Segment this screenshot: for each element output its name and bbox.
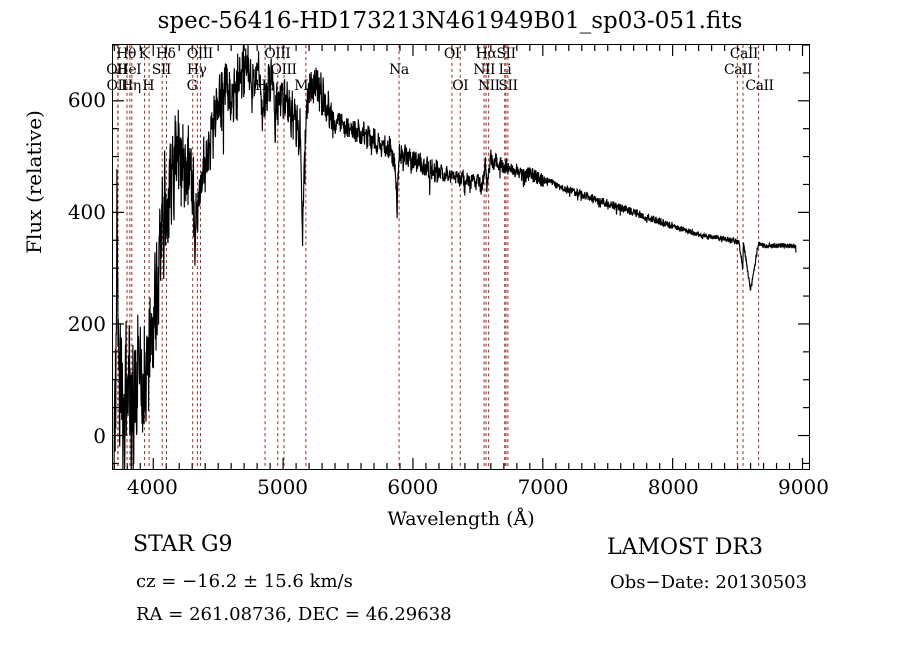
star-type-text: STAR G9 (133, 532, 233, 557)
x-tick-label-4: 8000 (647, 475, 699, 499)
observation-date-text: Obs−Date: 20130503 (610, 572, 808, 593)
x-tick-label-2: 6000 (387, 475, 439, 499)
page-title: spec-56416-HD173213N461949B01_sp03-051.f… (157, 8, 743, 34)
spectrum-svg (113, 45, 809, 469)
coordinates-text: RA = 261.08736, DEC = 46.29638 (136, 604, 452, 625)
y-axis-title: Flux (relative) (22, 110, 46, 254)
y-tick-label-3: 600 (67, 88, 106, 113)
x-tick-label-5: 9000 (778, 475, 829, 499)
x-axis-tick-labels: 4000 5000 6000 7000 8000 9000 (0, 477, 900, 505)
spectrum-trace (113, 45, 797, 469)
survey-name-text: LAMOST DR3 (607, 535, 763, 560)
x-tick-label-1: 5000 (257, 475, 309, 499)
x-tick-label-3: 7000 (517, 475, 569, 499)
x-tick-label-0: 4000 (126, 475, 178, 499)
y-tick-label-1: 200 (67, 312, 106, 337)
redshift-velocity-text: cz = −16.2 ± 15.6 km/s (136, 571, 353, 592)
x-axis-title: Wavelength (Å) (387, 508, 535, 530)
y-axis-tick-labels: 0 200 400 600 (40, 0, 106, 649)
plot-area (112, 44, 810, 470)
spectral-line-markers (117, 45, 760, 469)
y-tick-label-2: 400 (67, 200, 106, 225)
y-tick-label-0: 0 (93, 424, 106, 449)
axis-ticks (113, 45, 809, 469)
